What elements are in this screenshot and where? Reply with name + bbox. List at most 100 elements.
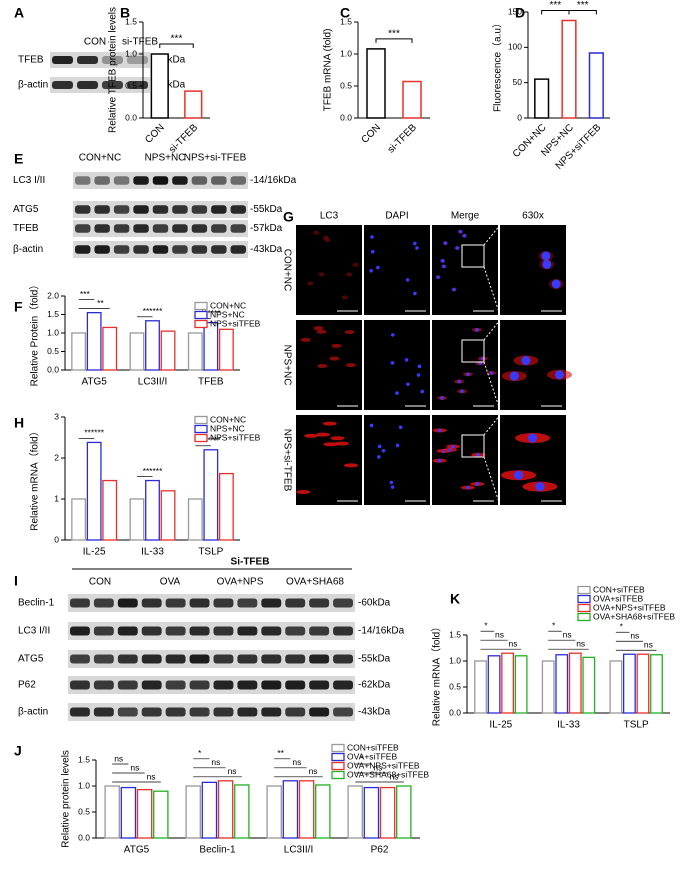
bar [145, 479, 160, 541]
cell-lc3 [322, 421, 337, 426]
cell-nucleus [521, 356, 531, 366]
cell-lc3 [330, 436, 345, 441]
panel-letter: F [14, 299, 23, 315]
cell-nucleus [457, 379, 461, 384]
bar [217, 780, 234, 839]
legend-label: OVA+siTFEB [593, 593, 643, 603]
blot-band [285, 598, 306, 608]
legend-label: OVA+SHA68+siTFEB [347, 769, 429, 779]
blot-band [102, 81, 123, 89]
significance-label: ns [211, 757, 220, 767]
size-label: -55kDa [250, 204, 283, 215]
blot-band [77, 56, 98, 64]
blot-band [211, 245, 227, 254]
blot-band [141, 598, 162, 608]
y-tick-label: 2 [54, 452, 59, 462]
cell-lc3 [313, 230, 320, 235]
bar [86, 311, 102, 371]
row-label: ATG5 [18, 654, 44, 665]
bar [561, 19, 577, 119]
cell-lc3 [344, 463, 359, 468]
blot-band [189, 654, 210, 664]
lane-label: si-TFEB [122, 37, 158, 48]
legend-label: NPS+NC [210, 309, 245, 319]
size-label: -43kDa [250, 244, 283, 255]
bar [160, 490, 176, 541]
bar [218, 472, 234, 541]
blot-band [94, 205, 110, 214]
cell-lc3 [324, 238, 331, 243]
cell-nucleus [452, 287, 456, 292]
significance-label: *** [549, 0, 561, 11]
bar [102, 326, 118, 371]
blot-band [93, 598, 114, 608]
legend-label: CON+NC [210, 414, 246, 424]
cell-nucleus [442, 264, 446, 269]
legend-swatch [577, 612, 591, 622]
cell-nucleus [413, 291, 417, 296]
cell-lc3 [318, 272, 325, 277]
lane-label: OVA+NPS [217, 577, 264, 588]
panel-letter: J [14, 743, 22, 759]
significance-label: ****** [201, 435, 222, 445]
y-tick-label: 50 [513, 77, 523, 87]
y-tick-label: 0.0 [449, 707, 461, 717]
cell-lc3 [334, 441, 349, 446]
blot-band [333, 598, 353, 608]
blot-band [211, 176, 227, 185]
cell-nucleus [417, 364, 422, 369]
blot-band [189, 598, 210, 608]
y-tick-label: 0 [517, 112, 522, 122]
blot-band [189, 680, 210, 690]
x-tick-label: Beclin-1 [199, 845, 236, 856]
x-tick-label: ATG5 [81, 377, 107, 388]
bar [71, 332, 87, 371]
panel-letter: G [283, 209, 294, 225]
y-axis-label: Fluorescence（a.u） [492, 18, 504, 112]
cell-lc3 [331, 343, 342, 348]
significance-label: ns [509, 638, 518, 648]
bar [315, 784, 331, 839]
blot-band [93, 654, 114, 664]
y-tick-label: 0.5 [125, 80, 137, 90]
y-tick-label: 1.5 [340, 16, 352, 26]
y-tick-label: 0.0 [47, 364, 59, 374]
scale-bar-label: 100 μm [398, 394, 427, 404]
y-tick-label: 0.5 [340, 80, 352, 90]
bar [150, 53, 169, 119]
significance-label: ns [147, 771, 156, 781]
blot-band [165, 626, 186, 636]
blot-band [165, 598, 186, 608]
significance-label: * [552, 620, 556, 630]
significance-label: ns [130, 762, 139, 772]
x-tick-label: CON [359, 122, 383, 146]
bar [555, 654, 569, 714]
lane-label: NPS+NC [145, 153, 186, 164]
cell-lc3 [304, 433, 319, 438]
scale-bar-label: 100 μm [330, 299, 359, 309]
blot-band [141, 654, 162, 664]
micrograph [500, 225, 566, 315]
group-label: Si-TFEB [231, 557, 270, 568]
panel-letter: E [14, 151, 23, 167]
y-tick-label: 0.5 [78, 806, 90, 816]
cell-nucleus [390, 485, 395, 489]
zoom-box [461, 339, 485, 363]
micrograph [296, 225, 362, 315]
cell-nucleus [460, 389, 464, 394]
blot-background [50, 52, 150, 68]
significance-label: ** [277, 748, 284, 758]
cell-nucleus [489, 371, 494, 375]
row-label: LC3 I/II [18, 626, 50, 637]
legend-label: CON+NC [210, 300, 246, 310]
blot-band [117, 598, 138, 608]
bar [402, 80, 422, 119]
blot-band [93, 680, 114, 690]
legend-swatch [331, 761, 345, 771]
blot-band [113, 245, 130, 254]
row-label: NPS+NC [281, 345, 292, 386]
blot-band [77, 81, 98, 89]
bar [145, 320, 160, 371]
bar [534, 78, 550, 119]
significance-label: ns [114, 753, 123, 763]
